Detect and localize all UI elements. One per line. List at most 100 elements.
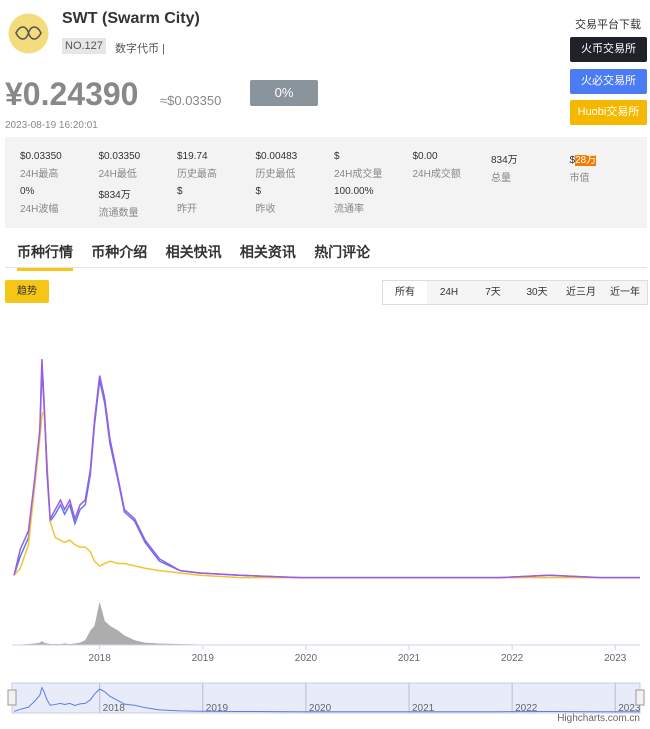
coin-title: SWT (Swarm City) — [62, 10, 200, 27]
stat-value-text: $19.74 — [177, 151, 208, 162]
stat-value-text: $ — [255, 186, 262, 197]
volume-area — [14, 601, 641, 645]
stats-panel: $0.03350 24H最高 $0.03350 24H最低 $19.74 历史最高 $0.0… — [5, 137, 647, 228]
stat: 834万总量 — [491, 151, 518, 184]
navigator — [11, 682, 641, 714]
stat: $0.03350 24H最低 — [99, 151, 141, 180]
x-tick-label: 2020 — [295, 653, 318, 664]
stat-value: $0.03350 — [20, 151, 62, 162]
exchange-button[interactable]: Huobi交易所 — [570, 100, 647, 125]
stat-label: 昨开 — [177, 204, 197, 215]
stat-label: 流通数量 — [98, 208, 139, 219]
exchange-title: 交易平台下载 — [575, 19, 641, 31]
stat-value: $ — [256, 186, 276, 197]
stat-value-text: $0.03350 — [20, 151, 62, 162]
stat-value: 0% — [20, 186, 58, 197]
stat: $28万市值 — [570, 151, 597, 184]
exchange-button[interactable]: 火必交易所 — [570, 69, 647, 94]
price: ¥0.24390 — [5, 76, 139, 112]
stat-label: 24H最低 — [98, 169, 137, 180]
stat-label: 市值 — [569, 173, 590, 184]
x-tick-label: 2019 — [192, 653, 215, 664]
chart: 2018 2019 2020 2021 2022 2023 2018 2019 2020 2021… — [7, 359, 645, 724]
x-tick-label: 2021 — [398, 653, 421, 664]
range-button[interactable]: 30天 — [526, 287, 548, 298]
exchange-button[interactable]: 火币交易所 — [570, 37, 647, 62]
stat: $0.00483 历史最低 — [256, 151, 298, 180]
x-tick-label: 2018 — [89, 653, 112, 664]
stat-value: $0.00483 — [256, 151, 298, 162]
stat-value-text: $ — [177, 186, 183, 197]
navigator-tick-label: 2019 — [206, 703, 229, 714]
x-tick-label: 2023 — [604, 653, 627, 664]
stat-highlight: 28万 — [575, 155, 597, 166]
stat-value-text: 100.00% — [334, 186, 374, 197]
stat-value: 100.00% — [334, 186, 373, 197]
stat-label: 24H最高 — [20, 169, 59, 180]
stat: $834万流通数量 — [99, 186, 139, 219]
stat-value-text: 834万 — [491, 155, 518, 166]
stat-label: 流通率 — [334, 204, 364, 215]
stat: $0.00 24H成交额 — [413, 151, 461, 180]
stat-value-text: $0.03350 — [98, 151, 141, 162]
navigator-handle — [7, 689, 17, 706]
navigator-tick-label: 2021 — [412, 703, 435, 714]
stat: $ 昨开 — [177, 186, 197, 215]
stat-value: $0.00 — [413, 151, 461, 162]
tab[interactable]: 币种行情 — [17, 242, 73, 271]
coin-tag: 数字代币 | — [115, 43, 165, 55]
stat-label: 24H成交量 — [334, 169, 383, 180]
price-line — [13, 410, 640, 579]
stat: $19.74 历史最高 — [177, 151, 217, 180]
price-line — [13, 368, 640, 579]
navigator-line — [13, 686, 640, 713]
price-line — [13, 359, 640, 579]
rank-badge: NO.127 — [62, 38, 106, 54]
navigator-tick-label: 2020 — [309, 703, 332, 714]
stat-label: 历史最高 — [177, 169, 217, 180]
stat-label: 总量 — [491, 173, 511, 184]
logo — [8, 13, 49, 54]
stat-label: 24H成交额 — [412, 169, 461, 180]
navigator-tick-label: 2018 — [103, 703, 126, 714]
range-button[interactable]: 所有 — [383, 281, 427, 304]
tab[interactable]: 热门评论 — [314, 244, 371, 260]
tab[interactable]: 币种介绍 — [91, 244, 148, 260]
stat: 0% 24H波幅 — [20, 186, 58, 215]
range-button[interactable]: 7天 — [485, 287, 501, 298]
stat-value: $28万 — [570, 151, 597, 166]
stat-value-text: $ — [569, 155, 576, 166]
range-group: 所有 24H 7天 30天 近三月 近一年 — [382, 280, 648, 305]
stat-label: 24H波幅 — [20, 204, 59, 215]
stat: 100.00% 流通率 — [334, 186, 373, 215]
price-usd: ≈$0.03350 — [160, 93, 222, 108]
stat-value: $ — [334, 151, 382, 162]
navigator-tick-label: 2023 — [618, 703, 641, 714]
navigator-tick-label: 2022 — [515, 703, 538, 714]
x-tick-label: 2022 — [501, 653, 524, 664]
stat-value: $19.74 — [177, 151, 217, 162]
trend-button[interactable]: 趋势 — [5, 280, 49, 303]
stat-value-text: $0.00483 — [255, 151, 298, 162]
navigator-handle — [635, 689, 645, 706]
stat: $24H成交量 — [334, 151, 382, 180]
stat-value: $0.03350 — [99, 151, 141, 162]
stat-value: $ — [177, 186, 197, 197]
tab[interactable]: 相关资讯 — [239, 244, 296, 260]
divider — [5, 267, 647, 268]
stat-label: 历史最低 — [255, 169, 296, 180]
stat-value: $834万 — [99, 186, 139, 201]
stat-value-text: $0.00 — [412, 151, 438, 162]
tag-text: 数字代币 — [115, 43, 159, 55]
stat-value-text: $834万 — [98, 190, 131, 201]
tab[interactable]: 相关快讯 — [165, 244, 222, 260]
range-button[interactable]: 近一年 — [610, 287, 640, 298]
stat-value-text: $ — [334, 151, 340, 162]
range-button[interactable]: 24H — [439, 287, 459, 298]
range-button[interactable]: 近三月 — [566, 287, 596, 298]
timestamp: 2023-08-19 16:20:01 — [5, 120, 98, 131]
stat-value-text: 0% — [20, 186, 35, 197]
stat-label: 昨收 — [255, 204, 276, 215]
stat: $ 昨收 — [256, 186, 276, 215]
